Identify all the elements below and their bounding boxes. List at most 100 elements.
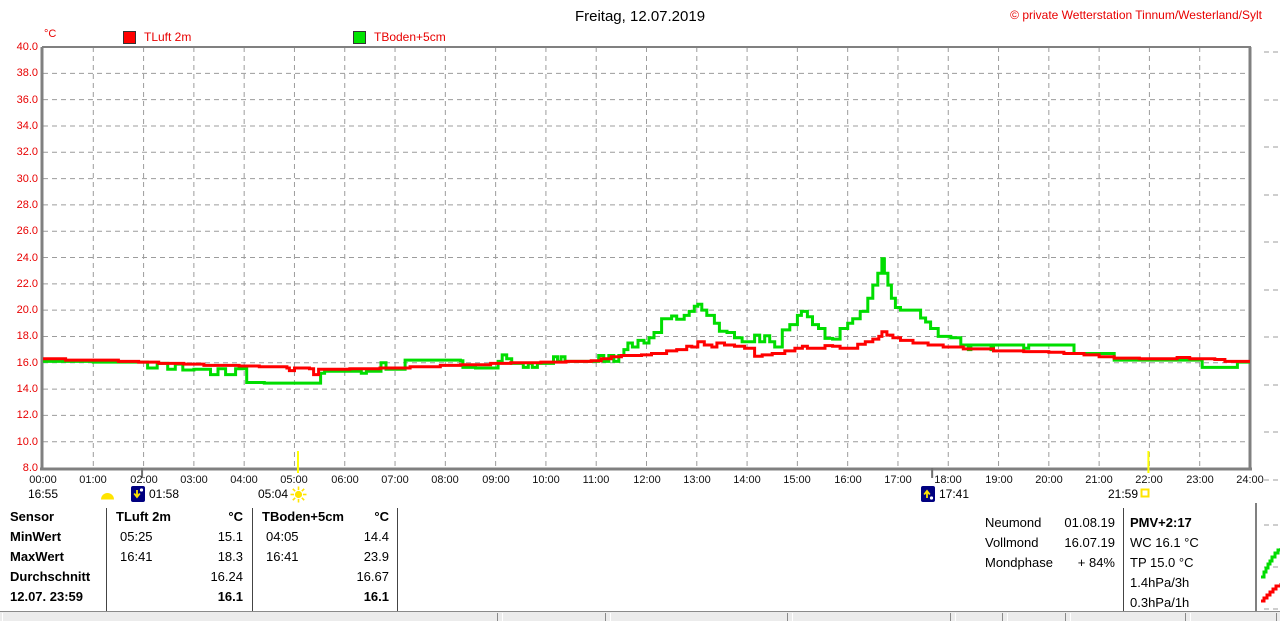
status-bar-segment xyxy=(792,613,951,621)
x-tick-label: 14:00 xyxy=(733,474,761,486)
table-separator-3 xyxy=(397,508,398,617)
table-separator-1 xyxy=(106,508,107,617)
conditions-pressure-1h: 0.3hPa/1h xyxy=(1130,595,1190,610)
astro-value-mondphase: + 84% xyxy=(1077,555,1115,570)
x-tick-label: 19:00 xyxy=(985,474,1013,486)
x-tick-label: 04:00 xyxy=(230,474,258,486)
y-tick-label: 36.0 xyxy=(16,94,38,106)
marker-time-label: 05:04 xyxy=(257,487,288,501)
copyright-notice: © private Wetterstation Tinnum/Westerlan… xyxy=(1010,8,1262,22)
legend-swatch-tboden xyxy=(353,31,366,44)
page-title: Freitag, 12.07.2019 xyxy=(574,8,706,25)
x-tick-label: 10:00 xyxy=(532,474,560,486)
status-bar-segment xyxy=(1007,613,1066,621)
legend-label-tluft: TLuft 2m xyxy=(144,30,192,44)
status-bar-segment xyxy=(502,613,606,621)
stats-tboden-max-value: 23.9 xyxy=(363,549,389,564)
x-tick-label: 09:00 xyxy=(482,474,510,486)
conditions-pmv: PMV+2:17 xyxy=(1130,515,1192,530)
series-path-tluft xyxy=(43,330,1250,377)
y-tick-label: 10.0 xyxy=(16,436,38,448)
stats-row-label-maxwert: MaxWert xyxy=(10,549,64,564)
conditions-pressure-3h: 1.4hPa/3h xyxy=(1130,575,1190,590)
stats-tboden-max-time: 16:41 xyxy=(266,549,299,564)
y-tick-label: 24.0 xyxy=(16,252,38,264)
stats-tboden-average: 16.67 xyxy=(356,569,389,584)
x-tick-label: 24:00 xyxy=(1236,474,1264,486)
astro-value-neumond: 01.08.19 xyxy=(1064,515,1115,530)
y-tick-label: 16.0 xyxy=(16,357,38,369)
stats-row-label-sensor: Sensor xyxy=(10,509,55,524)
x-tick-label: 16:00 xyxy=(834,474,862,486)
x-tick-label: 20:00 xyxy=(1035,474,1063,486)
marker-time-label: 17:41 xyxy=(939,487,970,501)
y-tick-label: 38.0 xyxy=(16,67,38,79)
astro-label-mondphase: Mondphase xyxy=(985,555,1053,570)
x-tick-label: 11:00 xyxy=(582,474,610,486)
y-tick-label: 26.0 xyxy=(16,225,38,237)
status-bar-segment xyxy=(610,613,788,621)
stats-tluft-min-value: 15.1 xyxy=(217,529,243,544)
y-tick-label: 8.0 xyxy=(22,462,38,474)
legend-swatch-tluft xyxy=(123,31,136,44)
y-tick-label: 20.0 xyxy=(16,304,38,316)
y-tick-label: 22.0 xyxy=(16,278,38,290)
x-tick-label: 23:00 xyxy=(1186,474,1214,486)
x-tick-label: 17:00 xyxy=(884,474,912,486)
x-tick-label: 03:00 xyxy=(180,474,208,486)
next-day-series-tluft xyxy=(1261,583,1280,603)
stats-tluft-last-value: 16.1 xyxy=(217,589,243,604)
y-tick-label: 12.0 xyxy=(16,409,38,421)
stats-row-label-timestamp: 12.07. 23:59 xyxy=(10,589,84,604)
stats-tluft-max-time: 16:41 xyxy=(120,549,153,564)
stats-col-tboden-header: TBoden+5cm xyxy=(262,509,344,524)
conditions-dewpoint: TP 15.0 °C xyxy=(1130,555,1194,570)
stats-col-tluft-unit: °C xyxy=(228,509,243,524)
y-tick-label: 40.0 xyxy=(16,41,38,53)
x-tick-label: 02:00 xyxy=(130,474,158,486)
status-bar xyxy=(0,611,1280,621)
stats-row-label-durchschnitt: Durchschnitt xyxy=(10,569,91,584)
table-separator-4 xyxy=(1123,508,1124,617)
y-tick-label: 14.0 xyxy=(16,383,38,395)
x-tick-label: 15:00 xyxy=(783,474,811,486)
stats-col-tluft-header: TLuft 2m xyxy=(116,509,171,524)
conditions-windchill: WC 16.1 °C xyxy=(1130,535,1199,550)
status-bar-segment xyxy=(955,613,1003,621)
stats-tluft-average: 16.24 xyxy=(210,569,243,584)
table-separator-2 xyxy=(252,508,253,617)
stats-tluft-min-time: 05:25 xyxy=(120,529,153,544)
marker-time-label: 01:58 xyxy=(149,487,180,501)
series-path-tboden xyxy=(43,257,1250,385)
x-tick-label: 01:00 xyxy=(79,474,107,486)
status-bar-segment xyxy=(2,613,498,621)
x-tick-label: 06:00 xyxy=(331,474,359,486)
y-tick-label: 28.0 xyxy=(16,199,38,211)
x-tick-label: 08:00 xyxy=(431,474,459,486)
legend-label-tboden: TBoden+5cm xyxy=(374,30,446,44)
x-tick-label: 22:00 xyxy=(1135,474,1163,486)
y-tick-label: 34.0 xyxy=(16,120,38,132)
stats-tboden-min-time: 04:05 xyxy=(266,529,299,544)
stats-row-label-minwert: MinWert xyxy=(10,529,62,544)
marker-time-label: 16:55 xyxy=(28,487,59,501)
stats-tluft-max-value: 18.3 xyxy=(217,549,243,564)
y-tick-label: 32.0 xyxy=(16,146,38,158)
astro-label-neumond: Neumond xyxy=(985,515,1042,530)
stats-col-tboden-unit: °C xyxy=(374,509,389,524)
x-tick-label: 05:00 xyxy=(280,474,308,486)
astro-label-vollmond: Vollmond xyxy=(985,535,1039,550)
y-tick-label: 18.0 xyxy=(16,330,38,342)
stats-tboden-last-value: 16.1 xyxy=(363,589,389,604)
x-tick-label: 13:00 xyxy=(683,474,711,486)
y-axis-unit-label: °C xyxy=(44,28,57,40)
x-tick-label: 18:00 xyxy=(934,474,962,486)
next-day-series-tboden xyxy=(1261,548,1280,579)
x-tick-label: 21:00 xyxy=(1085,474,1113,486)
astro-value-vollmond: 16.07.19 xyxy=(1064,535,1115,550)
status-bar-segment xyxy=(1070,613,1186,621)
marker-time-label: 21:59 xyxy=(1107,487,1138,501)
status-bar-segment xyxy=(1190,613,1277,621)
